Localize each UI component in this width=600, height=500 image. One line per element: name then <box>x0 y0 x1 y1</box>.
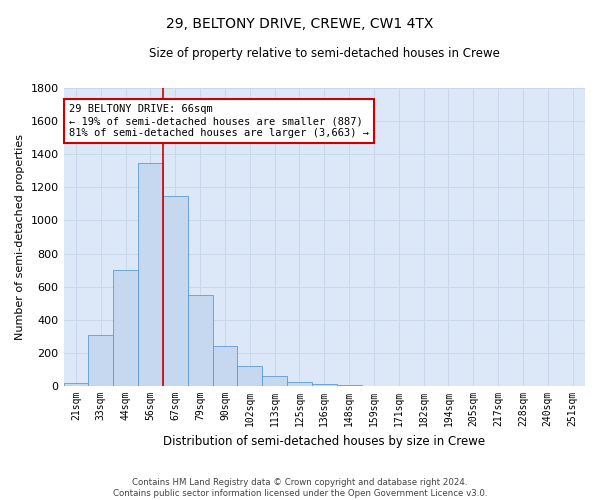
Y-axis label: Number of semi-detached properties: Number of semi-detached properties <box>15 134 25 340</box>
Text: 29, BELTONY DRIVE, CREWE, CW1 4TX: 29, BELTONY DRIVE, CREWE, CW1 4TX <box>166 18 434 32</box>
Bar <box>337 385 362 386</box>
Bar <box>113 270 138 386</box>
Title: Size of property relative to semi-detached houses in Crewe: Size of property relative to semi-detach… <box>149 48 500 60</box>
Text: 29 BELTONY DRIVE: 66sqm
← 19% of semi-detached houses are smaller (887)
81% of s: 29 BELTONY DRIVE: 66sqm ← 19% of semi-de… <box>69 104 369 138</box>
X-axis label: Distribution of semi-detached houses by size in Crewe: Distribution of semi-detached houses by … <box>163 434 485 448</box>
Bar <box>238 366 262 386</box>
Bar <box>64 382 88 386</box>
Bar <box>188 295 212 386</box>
Bar <box>88 334 113 386</box>
Bar <box>138 162 163 386</box>
Bar <box>212 346 238 386</box>
Bar <box>287 382 312 386</box>
Bar <box>312 384 337 386</box>
Text: Contains HM Land Registry data © Crown copyright and database right 2024.
Contai: Contains HM Land Registry data © Crown c… <box>113 478 487 498</box>
Bar <box>262 376 287 386</box>
Bar <box>163 196 188 386</box>
